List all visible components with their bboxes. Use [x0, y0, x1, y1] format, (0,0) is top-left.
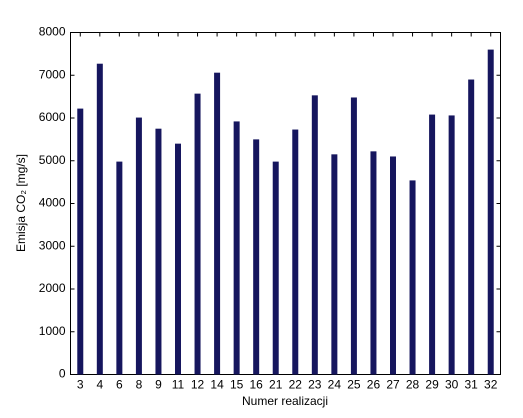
x-tick-label: 11	[172, 378, 185, 392]
bar	[370, 151, 377, 375]
bar	[155, 128, 162, 375]
y-tick-label: 2000	[39, 281, 66, 295]
x-tick-label: 31	[465, 378, 479, 392]
x-tick-label: 29	[425, 378, 439, 392]
bar	[487, 49, 494, 375]
x-tick-label: 22	[289, 378, 303, 392]
x-tick-label: 15	[230, 378, 244, 392]
bar	[253, 139, 260, 375]
y-tick-label: 6000	[39, 110, 66, 124]
bar	[135, 117, 142, 375]
y-axis-label: Emisja CO₂ [mg/s]	[14, 154, 28, 252]
x-tick-label: 12	[191, 378, 205, 392]
x-tick-label: 6	[116, 378, 123, 392]
y-tick-label: 8000	[39, 25, 66, 39]
x-tick-label: 14	[210, 378, 224, 392]
x-tick-label: 24	[328, 378, 342, 392]
plot-frame	[70, 32, 501, 375]
x-tick-label: 25	[347, 378, 361, 392]
bar	[448, 115, 455, 375]
x-tick-label: 30	[445, 378, 459, 392]
y-tick-label: 4000	[39, 196, 66, 210]
x-tick-label: 8	[136, 378, 143, 392]
x-tick-label: 16	[250, 378, 264, 392]
y-tick-label: 1000	[39, 324, 66, 338]
y-tick-label: 3000	[39, 238, 66, 252]
y-tick-label: 5000	[39, 153, 66, 167]
x-tick-label: 3	[77, 378, 84, 392]
x-tick-label: 9	[155, 378, 162, 392]
bar	[214, 72, 221, 375]
x-tick-label: 4	[96, 378, 103, 392]
x-axis-label: Numer realizacji	[242, 394, 328, 408]
y-tick-label: 0	[59, 367, 66, 381]
x-tick-label: 26	[367, 378, 381, 392]
x-tick-label: 28	[406, 378, 420, 392]
bar	[409, 180, 416, 375]
bar	[233, 121, 240, 375]
bar	[429, 114, 436, 375]
x-tick-label: 21	[269, 378, 283, 392]
bar	[468, 79, 475, 375]
bar	[194, 93, 201, 375]
bar	[116, 161, 123, 375]
bar	[331, 154, 338, 375]
bar	[96, 63, 103, 375]
bar	[311, 95, 318, 375]
bar	[390, 156, 396, 375]
x-tick-label: 23	[308, 378, 322, 392]
bar	[77, 108, 84, 375]
bar	[292, 129, 299, 375]
x-tick-label: 32	[484, 378, 498, 392]
x-tick-label: 27	[386, 378, 400, 392]
bar	[175, 143, 181, 375]
bar	[272, 161, 279, 375]
bar	[350, 97, 357, 375]
y-tick-label: 7000	[39, 67, 66, 81]
